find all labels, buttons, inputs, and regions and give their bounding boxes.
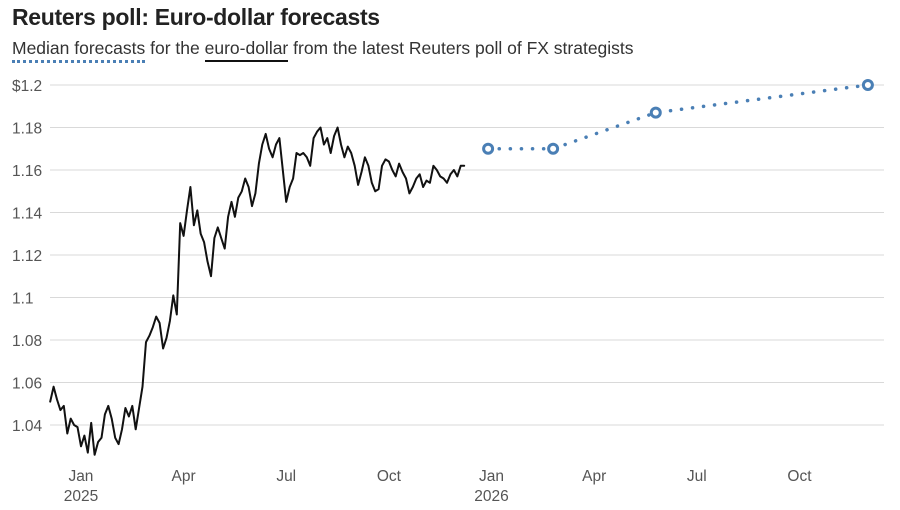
x-tick-label: Apr	[172, 468, 196, 485]
forecast-point	[649, 106, 662, 119]
subtitle-text-a: for the	[145, 38, 205, 58]
forecast-point	[547, 142, 560, 155]
x-tick-label: Oct	[377, 468, 402, 485]
legend-forecast-key: Median forecasts	[12, 38, 146, 63]
y-tick-label: 1.08	[12, 333, 42, 350]
x-tick-label: Jan	[479, 468, 504, 485]
forecast-point	[861, 79, 874, 91]
x-axis: Jan 2025 Apr Jul Oct Jan 2026 Apr Jul Oct	[64, 468, 812, 505]
forecast-point	[482, 142, 495, 155]
chart-subtitle: Median forecasts for the euro-dollar fro…	[12, 38, 634, 63]
chart-title: Reuters poll: Euro-dollar forecasts	[12, 4, 380, 30]
y-tick-label: $1.2	[12, 78, 42, 95]
gridlines	[50, 84, 884, 426]
legend-actual-key: euro-dollar	[204, 38, 289, 62]
y-tick-label: 1.18	[12, 121, 42, 138]
y-axis: $1.2 1.18 1.16 1.14 1.12 1.1 1.08 1.06 1.04	[12, 78, 43, 435]
x-tick-label: Jul	[687, 468, 707, 485]
x-tick-label: Apr	[582, 468, 606, 485]
subtitle-text-b: from the latest Reuters poll of FX strat…	[288, 38, 634, 58]
x-tick-label: Jan	[68, 468, 93, 485]
y-tick-label: 1.12	[12, 248, 42, 265]
x-tick-label: Jul	[276, 468, 296, 485]
y-tick-label: 1.14	[12, 206, 43, 223]
y-tick-label: 1.04	[12, 418, 43, 435]
x-tick-year-label: 2026	[474, 488, 508, 505]
series-line-forecast	[486, 83, 870, 151]
x-tick-label: Oct	[787, 468, 812, 485]
series-layer	[49, 79, 874, 456]
y-tick-label: 1.1	[12, 291, 34, 308]
x-tick-year-label: 2025	[64, 488, 98, 505]
y-tick-label: 1.06	[12, 376, 42, 393]
series-line-actual	[49, 126, 466, 456]
y-tick-label: 1.16	[12, 163, 42, 180]
